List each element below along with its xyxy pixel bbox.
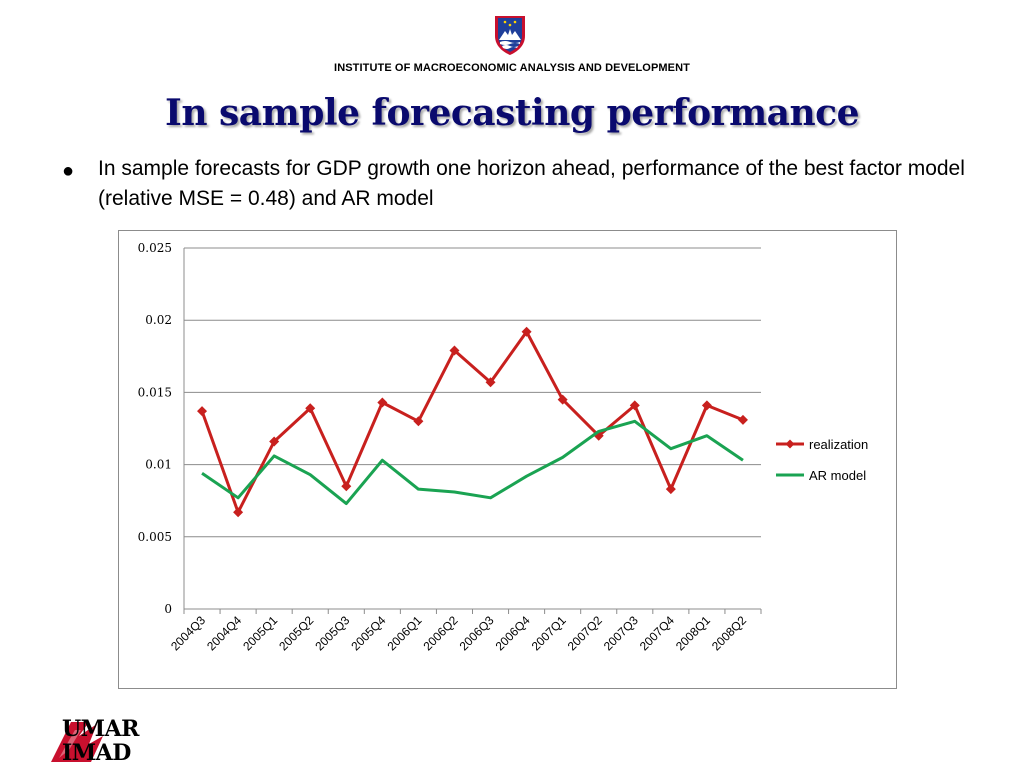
data-point-realization [521, 326, 532, 337]
data-point-realization [233, 507, 244, 518]
logo-text-umar: UMAR [62, 716, 139, 742]
data-point-realization [557, 394, 568, 405]
y-tick-label: 0.01 [145, 458, 172, 472]
x-tick-label: 2006Q1 [384, 613, 424, 653]
data-point-realization [305, 403, 316, 414]
x-tick-label: 2006Q4 [493, 613, 533, 653]
institute-name: INSTITUTE OF MACROECONOMIC ANALYSIS AND … [334, 62, 690, 74]
y-tick-label: 0.02 [145, 313, 172, 327]
data-point-realization [377, 397, 388, 408]
x-tick-label: 2007Q1 [529, 613, 569, 653]
y-tick-label: 0.005 [138, 530, 172, 544]
x-tick-label: 2007Q2 [565, 613, 605, 653]
data-point-realization [701, 400, 712, 411]
x-tick-label: 2005Q3 [312, 613, 352, 653]
data-point-realization [449, 345, 460, 356]
y-tick-label: 0.025 [138, 241, 172, 255]
data-point-realization [665, 484, 676, 495]
bullet-marker: ● [62, 160, 75, 182]
x-tick-label: 2007Q4 [637, 613, 677, 653]
data-point-realization [197, 406, 208, 417]
x-tick-label: 2005Q4 [348, 613, 388, 653]
x-tick-label: 2006Q3 [457, 613, 497, 653]
x-tick-label: 2005Q2 [276, 613, 316, 653]
y-tick-label: 0.015 [138, 385, 172, 399]
bullet-text: In sample forecasts for GDP growth one h… [98, 157, 965, 210]
data-point-realization [413, 416, 424, 427]
y-tick-label: 0 [164, 602, 172, 616]
series-line-ar-model [201, 419, 744, 506]
data-point-realization [737, 414, 748, 425]
slovenian-coat-of-arms-logo [495, 16, 525, 55]
slide-title: In sample forecasting performance [164, 92, 860, 134]
x-tick-label: 2008Q2 [709, 613, 749, 653]
x-tick-label: 2005Q1 [240, 613, 280, 653]
x-tick-label: 2004Q4 [204, 613, 244, 653]
series-line-realization [200, 330, 744, 514]
data-point-realization [485, 377, 496, 388]
line-chart: 00.0050.010.0150.020.0252004Q32004Q42005… [138, 241, 869, 653]
chart-container: 0 0.005 0.01 0.015 0.02 0.025 2004Q3 2004Q4 2005… [118, 230, 897, 689]
legend-label: AR model [809, 468, 866, 483]
legend-label: realization [809, 437, 868, 452]
x-tick-label: 2007Q3 [601, 613, 641, 653]
legend-marker [785, 439, 795, 449]
umar-logo-icon [51, 722, 103, 762]
data-point-realization [341, 481, 352, 492]
logo-text-imad: IMAD [62, 740, 131, 766]
data-point-realization [629, 400, 640, 411]
x-tick-label: 2004Q3 [168, 613, 208, 653]
x-tick-label: 2006Q2 [420, 613, 460, 653]
x-tick-label: 2008Q1 [673, 613, 713, 653]
data-point-realization [269, 436, 280, 447]
